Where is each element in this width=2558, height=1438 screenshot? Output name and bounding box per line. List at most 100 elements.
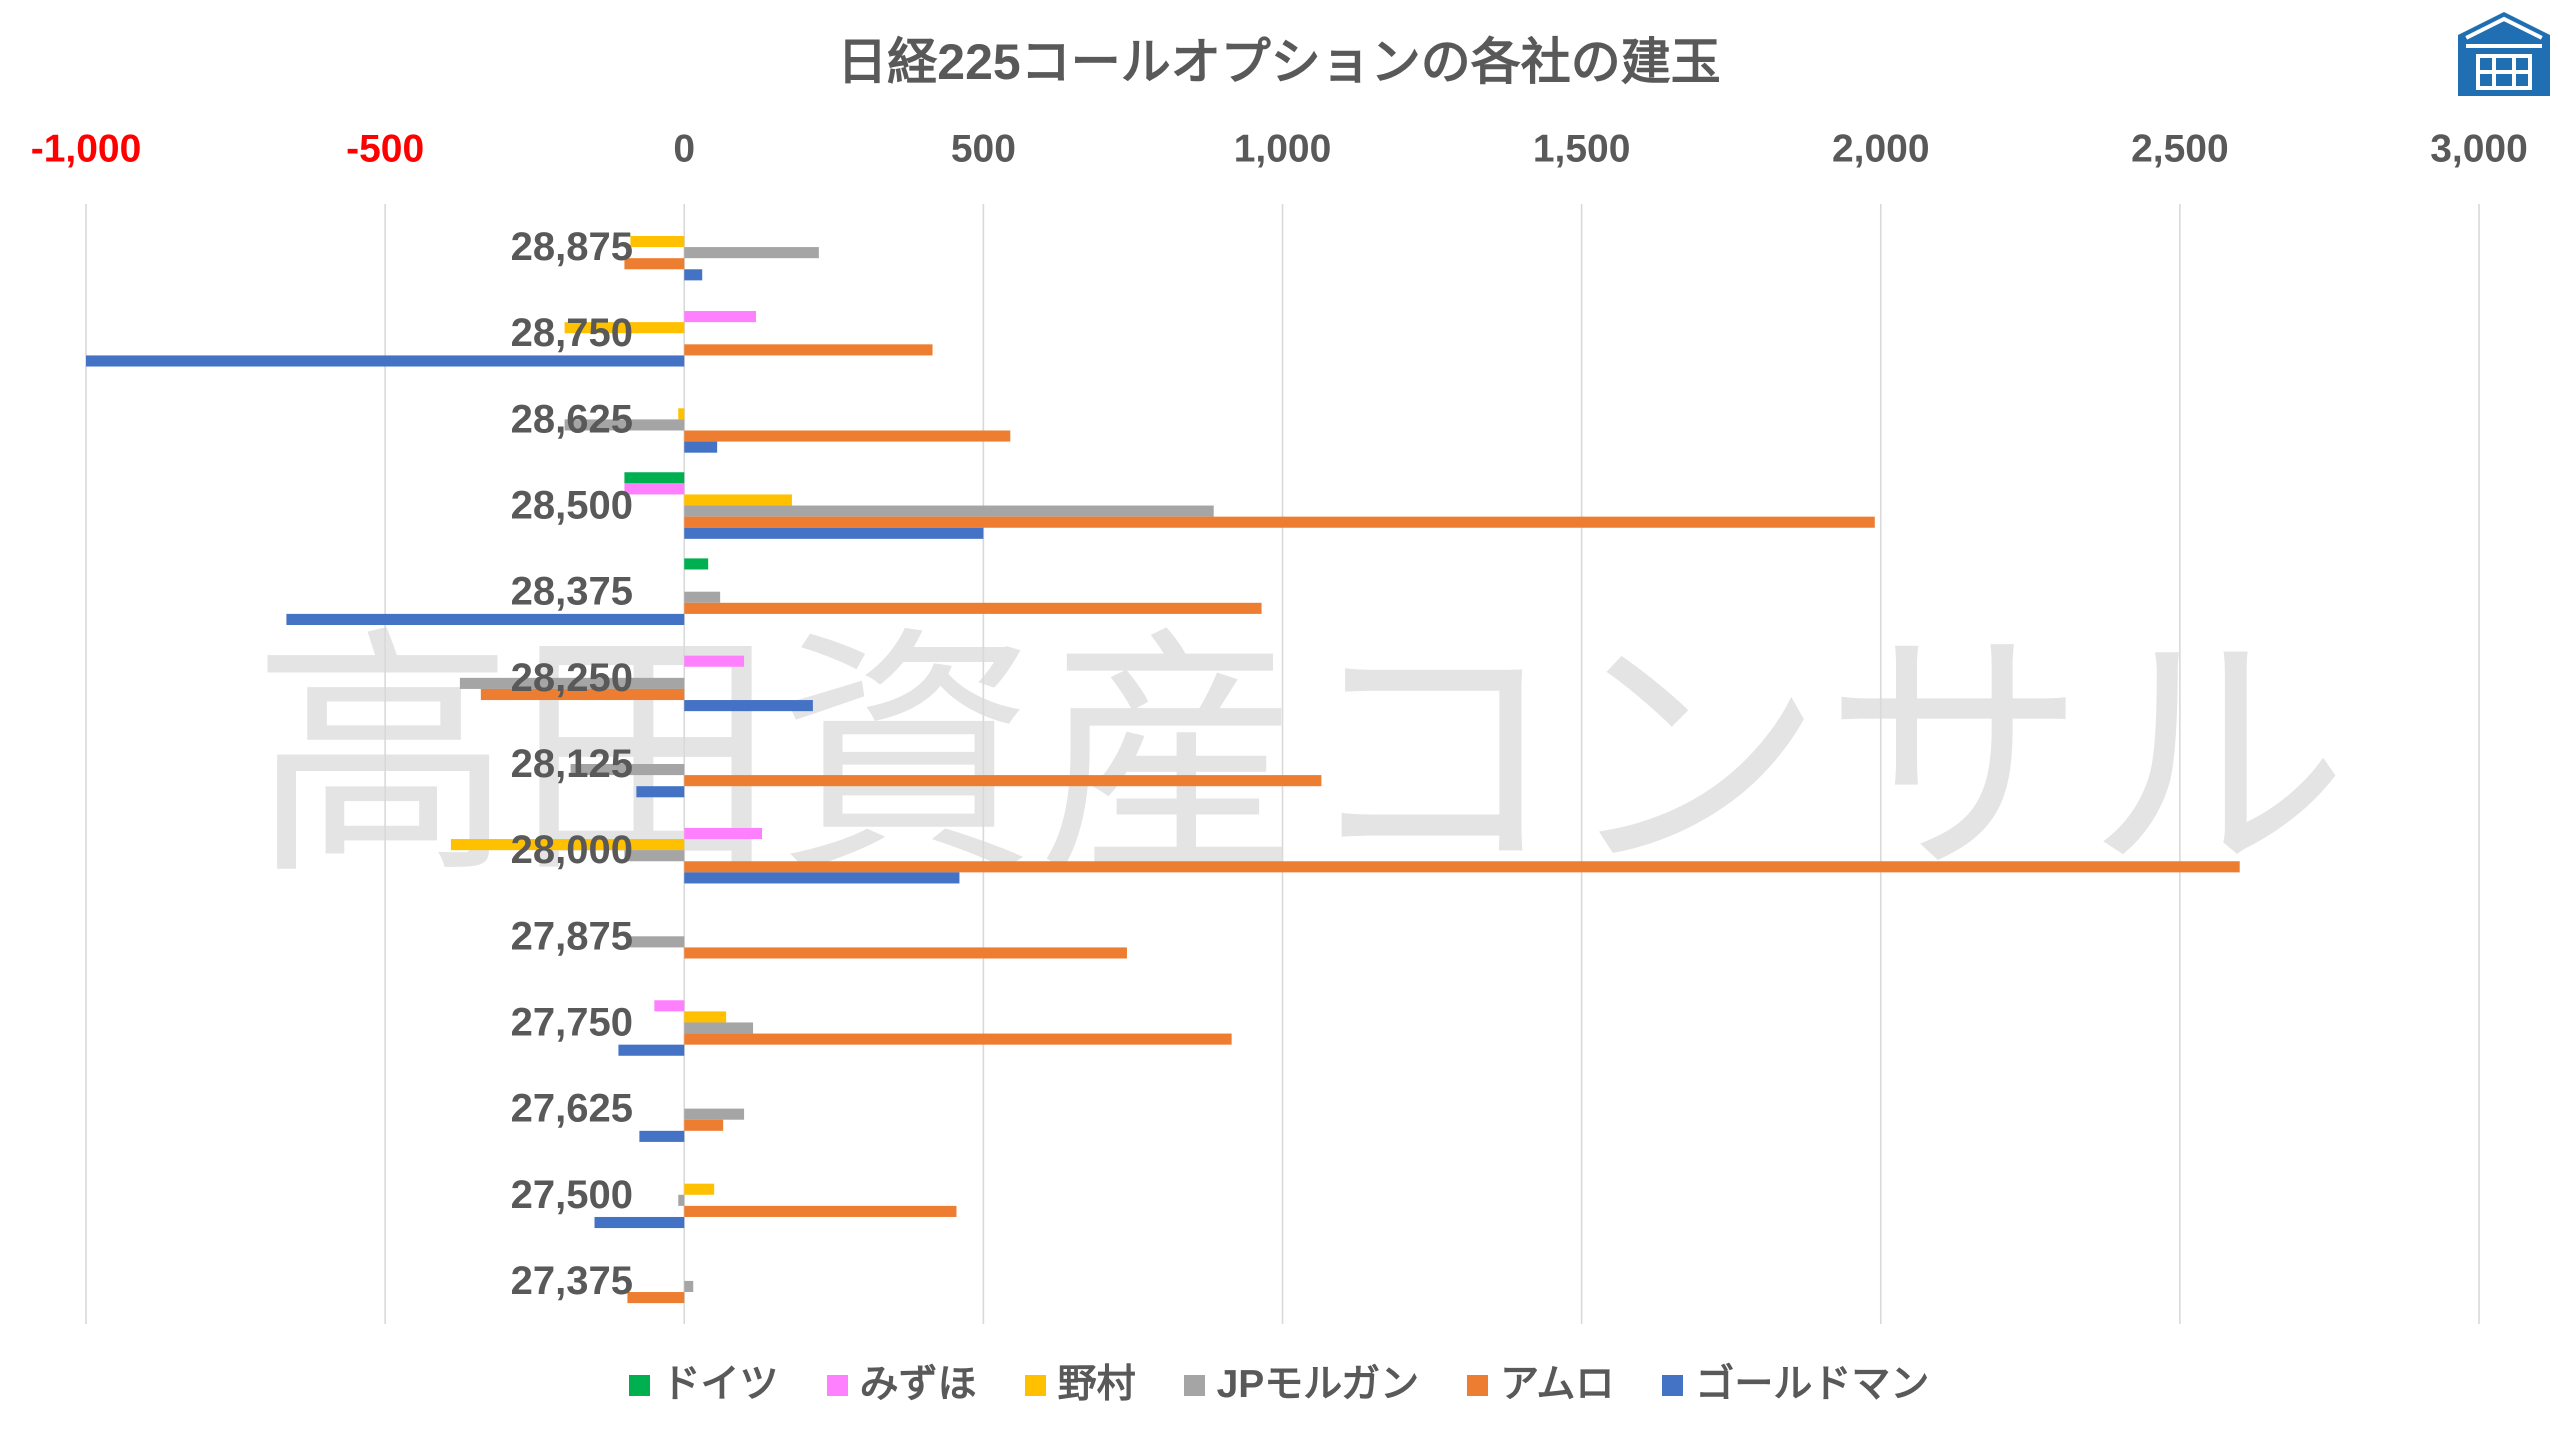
legend-label: アムロ bbox=[1500, 1363, 1615, 1406]
chart-bar bbox=[86, 355, 685, 367]
legend-item: アムロ bbox=[1467, 1362, 1614, 1408]
legend-swatch bbox=[826, 1374, 848, 1396]
y-category-label: 27,375 bbox=[511, 1259, 633, 1303]
chart-bar bbox=[624, 472, 685, 484]
chart-bar bbox=[684, 602, 1262, 614]
chart-bar bbox=[684, 1108, 745, 1120]
y-category-label: 27,875 bbox=[511, 914, 633, 958]
chart-bar bbox=[684, 1033, 1232, 1045]
bars bbox=[86, 235, 2240, 1304]
y-category-label: 28,250 bbox=[511, 656, 633, 700]
chart-bar bbox=[654, 1000, 685, 1012]
x-tick-label: 1,000 bbox=[1234, 128, 1332, 171]
logo-lines bbox=[2465, 16, 2543, 90]
y-category-label: 27,625 bbox=[511, 1087, 633, 1131]
chart-bar bbox=[684, 247, 819, 259]
legend: ドイツ みずほ 野村 JPモルガン アムロ ゴールドマン bbox=[0, 1362, 2558, 1408]
chart-bar bbox=[450, 839, 685, 851]
chart-bar bbox=[678, 1194, 685, 1206]
chart-bar bbox=[286, 613, 685, 625]
chart-bar bbox=[684, 1280, 694, 1293]
chart-bar bbox=[684, 947, 1127, 959]
chart-bar bbox=[480, 688, 685, 701]
legend-label: ゴールドマン bbox=[1695, 1363, 1930, 1406]
chart-bar bbox=[618, 1044, 685, 1056]
y-category-label: 27,500 bbox=[511, 1173, 633, 1217]
chart-bar bbox=[684, 655, 745, 667]
chart-bar bbox=[684, 827, 763, 840]
legend-item: JPモルガン bbox=[1183, 1362, 1420, 1408]
y-category-label: 28,875 bbox=[511, 225, 633, 269]
legend-swatch bbox=[1662, 1374, 1684, 1396]
chart-bar bbox=[684, 505, 1214, 517]
chart-bar bbox=[570, 764, 685, 776]
chart-bar bbox=[684, 775, 1322, 787]
house-logo-icon bbox=[2458, 12, 2550, 96]
x-tick-label: 500 bbox=[951, 128, 1016, 171]
chart-bar bbox=[630, 235, 685, 248]
legend-item: みずほ bbox=[826, 1362, 977, 1408]
chart-bar bbox=[564, 419, 685, 431]
chart-bar bbox=[684, 527, 984, 539]
y-category-label: 27,750 bbox=[511, 1000, 633, 1044]
y-category-label: 28,500 bbox=[511, 484, 633, 528]
legend-swatch bbox=[1467, 1374, 1489, 1396]
y-category-label: 28,000 bbox=[511, 828, 633, 872]
chart-bar bbox=[684, 1205, 957, 1217]
x-axis-ticks: -1,000 -500 0 500 1,000 1,500 2,000 2,500 3,000 bbox=[31, 128, 2528, 171]
gridlines bbox=[85, 204, 2480, 1324]
x-tick-label: -1,000 bbox=[31, 128, 142, 171]
chart-bar bbox=[684, 1022, 754, 1034]
legend-item: 野村 bbox=[1024, 1362, 1136, 1408]
chart-bar bbox=[459, 677, 685, 689]
chart-bar bbox=[684, 558, 709, 570]
x-tick-label: 3,000 bbox=[2430, 128, 2528, 171]
chart-bar bbox=[627, 1292, 685, 1304]
x-tick-label: 2,000 bbox=[1832, 128, 1930, 171]
legend-swatch bbox=[1024, 1374, 1046, 1396]
chart-bar bbox=[678, 408, 685, 420]
legend-swatch bbox=[1183, 1374, 1205, 1396]
x-tick-label: 2,500 bbox=[2131, 128, 2229, 171]
y-axis-labels: 28,875 28,750 28,625 28,500 28,375 28,250 28,1… bbox=[511, 225, 633, 1303]
chart-bar bbox=[684, 1183, 715, 1195]
x-tick-label: -500 bbox=[346, 128, 424, 171]
legend-swatch bbox=[628, 1374, 650, 1396]
y-category-label: 28,750 bbox=[511, 311, 633, 355]
chart-bar bbox=[564, 322, 685, 334]
chart-title: 日経225コールオプションの各社の建玉 bbox=[837, 34, 1721, 90]
x-tick-label: 1,500 bbox=[1533, 128, 1631, 171]
chart-bar bbox=[594, 1216, 685, 1229]
chart-bar bbox=[684, 269, 703, 281]
legend-label: JPモルガン bbox=[1216, 1363, 1420, 1406]
legend-item: ゴールドマン bbox=[1662, 1362, 1929, 1408]
chart-bar bbox=[624, 258, 685, 270]
legend-label: 野村 bbox=[1057, 1363, 1136, 1406]
chart-bar bbox=[684, 872, 960, 884]
chart-bar bbox=[639, 1130, 685, 1142]
legend-label: みずほ bbox=[859, 1363, 977, 1406]
chart-bar bbox=[624, 483, 685, 495]
chart-bar bbox=[684, 591, 721, 603]
chart-bar bbox=[684, 311, 757, 323]
chart-bar bbox=[684, 441, 718, 453]
y-category-label: 28,125 bbox=[511, 742, 633, 786]
chart-bar bbox=[627, 936, 685, 948]
chart-bar bbox=[684, 430, 1011, 442]
chart-bar bbox=[684, 494, 792, 506]
legend-label: ドイツ bbox=[661, 1363, 779, 1406]
chart-bar bbox=[684, 1119, 724, 1131]
chart-bar bbox=[624, 850, 685, 862]
chart-bar bbox=[684, 1011, 727, 1023]
chart-bar bbox=[684, 861, 2240, 873]
x-tick-label: 0 bbox=[673, 128, 695, 171]
y-category-label: 28,625 bbox=[511, 397, 633, 441]
legend-item: ドイツ bbox=[628, 1362, 779, 1408]
y-category-label: 28,375 bbox=[511, 570, 633, 614]
chart-bar bbox=[684, 344, 933, 356]
chart-bar bbox=[636, 786, 685, 798]
chart-bar bbox=[684, 516, 1875, 528]
chart-bar bbox=[684, 700, 813, 712]
